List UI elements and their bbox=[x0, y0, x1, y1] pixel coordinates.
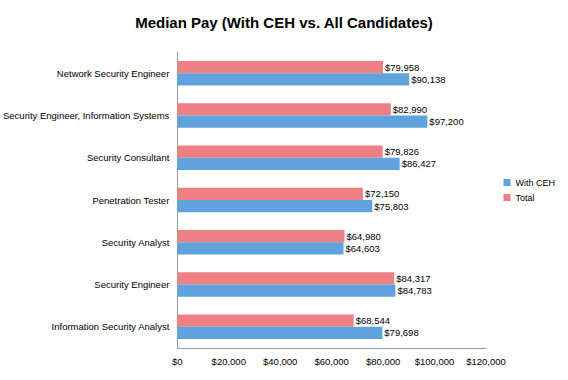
svg-text:$79,826: $79,826 bbox=[385, 146, 419, 157]
svg-text:Security Engineer: Security Engineer bbox=[94, 279, 169, 290]
svg-text:$0: $0 bbox=[172, 356, 183, 367]
svg-text:$120,000: $120,000 bbox=[466, 356, 506, 367]
svg-text:Information Security Analyst: Information Security Analyst bbox=[52, 321, 170, 332]
svg-text:Median Pay (With CEH vs. All C: Median Pay (With CEH vs. All Candidates) bbox=[135, 14, 433, 31]
svg-text:Security Analyst: Security Analyst bbox=[102, 237, 170, 248]
svg-text:$64,980: $64,980 bbox=[346, 231, 380, 242]
svg-text:Security Consultant: Security Consultant bbox=[87, 152, 170, 163]
svg-text:$86,427: $86,427 bbox=[402, 158, 436, 169]
svg-text:$79,958: $79,958 bbox=[385, 62, 419, 73]
svg-text:Security Engineer, Information: Security Engineer, Information Systems bbox=[3, 110, 170, 121]
svg-text:With CEH: With CEH bbox=[515, 178, 555, 188]
svg-text:$64,603: $64,603 bbox=[346, 243, 380, 254]
svg-text:$84,317: $84,317 bbox=[396, 273, 430, 284]
svg-text:$97,200: $97,200 bbox=[429, 116, 463, 127]
svg-text:$40,000: $40,000 bbox=[263, 356, 297, 367]
svg-text:$90,138: $90,138 bbox=[411, 74, 445, 85]
svg-text:$20,000: $20,000 bbox=[212, 356, 246, 367]
svg-text:$84,783: $84,783 bbox=[397, 285, 431, 296]
svg-text:Network Security Engineer: Network Security Engineer bbox=[57, 68, 169, 79]
svg-text:$100,000: $100,000 bbox=[415, 356, 455, 367]
svg-text:$75,803: $75,803 bbox=[374, 201, 408, 212]
svg-text:Penetration Tester: Penetration Tester bbox=[92, 195, 169, 206]
svg-text:Total: Total bbox=[515, 193, 534, 203]
svg-text:$80,000: $80,000 bbox=[366, 356, 400, 367]
svg-text:$68,544: $68,544 bbox=[356, 315, 390, 326]
svg-text:$60,000: $60,000 bbox=[314, 356, 348, 367]
svg-text:$72,150: $72,150 bbox=[365, 188, 399, 199]
svg-text:$82,990: $82,990 bbox=[393, 104, 427, 115]
svg-text:$79,698: $79,698 bbox=[384, 327, 418, 338]
